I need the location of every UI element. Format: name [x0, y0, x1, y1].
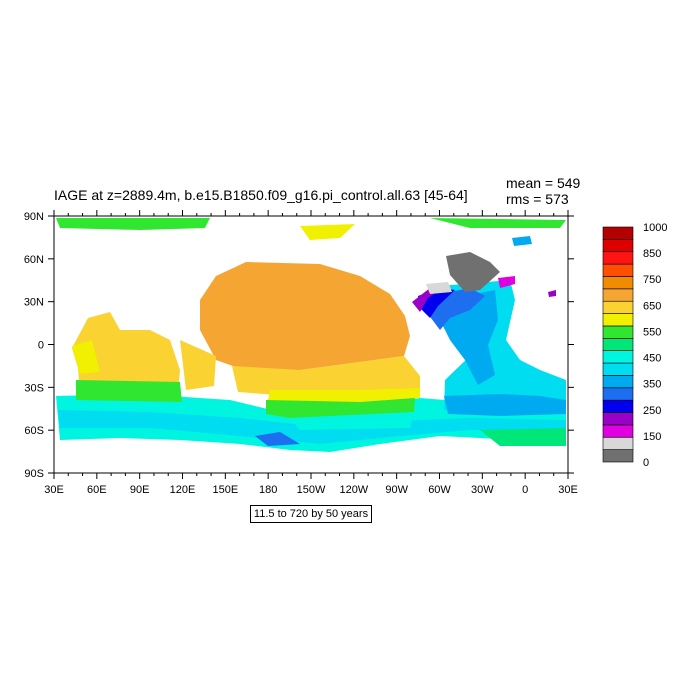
colorbar-label: 850 — [643, 248, 661, 260]
pacific-orange — [200, 262, 410, 372]
labrador-blue — [512, 236, 532, 246]
colorbar-label: 750 — [643, 274, 661, 286]
lon-tick-label: 0 — [522, 484, 528, 496]
west-pacific-yellow — [180, 340, 216, 390]
lon-tick-label: 120W — [339, 484, 368, 496]
lon-tick-label: 120E — [170, 484, 196, 496]
lat-tick-label: 0 — [38, 340, 44, 352]
colorbar-box — [602, 375, 634, 389]
lon-tick-label: 180 — [259, 484, 277, 496]
longitude-axis: 30E 60E 90E 120E 150E 180 150W 120W 90W 60W 30W 0 30… — [44, 210, 578, 496]
med-magenta — [548, 290, 556, 297]
colorbar-label: 550 — [643, 326, 661, 338]
pacific-light-orange — [232, 356, 420, 396]
colorbar-label: 0 — [643, 457, 649, 469]
lon-tick-label: 90W — [385, 484, 408, 496]
colorbar-box — [602, 300, 634, 314]
colorbar-box — [602, 399, 634, 413]
arctic-green-east — [430, 218, 566, 228]
lon-tick-label: 30W — [471, 484, 494, 496]
atlantic-purple — [412, 286, 445, 312]
colorbar-box — [602, 362, 634, 376]
colorbar-box — [602, 226, 634, 240]
rms-stat: rms = 573 — [506, 191, 569, 207]
colorbar-box — [602, 251, 634, 265]
colorbar-label: 150 — [643, 431, 661, 443]
lat-tick-label: 90S — [24, 468, 44, 480]
colorbar-label: 450 — [643, 353, 661, 365]
south-atlantic-light-blue — [444, 394, 566, 416]
pacific-yellow — [268, 388, 420, 404]
atlantic-magenta — [498, 276, 515, 288]
lon-tick-label: 30E — [558, 484, 578, 496]
colorbar-box — [602, 350, 634, 364]
colorbar-box — [602, 338, 634, 351]
chart-title: IAGE at z=2889.4m, b.e15.B1850.f09_g16.p… — [54, 187, 468, 203]
colorbar-box — [602, 288, 634, 302]
arctic-green-band — [56, 218, 210, 230]
ocean-field — [56, 218, 566, 452]
colorbar-box — [602, 276, 634, 290]
indian-ocean-yellow — [72, 340, 100, 374]
lat-tick-label: 60N — [24, 254, 44, 266]
colorbar-box — [602, 387, 634, 401]
colorbar-label: 1000 — [643, 222, 667, 234]
lon-tick-label: 60E — [87, 484, 107, 496]
nordic-gray — [446, 252, 500, 292]
pacific-south-cyan — [290, 412, 414, 430]
colorbar-box — [602, 263, 634, 277]
colorbar-box — [602, 325, 634, 339]
latitude-axis: 90N 60N 30N 0 30S 60S 90S — [24, 211, 574, 480]
lat-tick-label: 60S — [24, 425, 44, 437]
pacific-green — [266, 398, 415, 418]
nordic-light-gray — [426, 282, 452, 294]
colorbar-box — [602, 239, 634, 253]
southern-ocean-blue-patch — [255, 432, 300, 446]
lon-tick-label: 150E — [212, 484, 238, 496]
contour-interval-note: 11.5 to 720 by 50 years — [250, 505, 372, 523]
southern-ocean-green-atl — [480, 428, 566, 446]
arctic-yellow — [300, 224, 355, 240]
colorbar-box — [602, 412, 634, 426]
lon-tick-label: 30E — [44, 484, 64, 496]
colorbar-box — [602, 313, 634, 327]
lat-tick-label: 90N — [24, 211, 44, 223]
mean-stat: mean = 549 — [506, 175, 581, 191]
colorbar: 1000 850 750 650 550 450 350 250 150 0 — [602, 222, 667, 469]
colorbar-box — [602, 424, 634, 438]
indian-ocean-green — [76, 380, 182, 402]
colorbar-label: 350 — [643, 379, 661, 391]
lon-tick-label: 150W — [297, 484, 326, 496]
lon-tick-label: 60W — [428, 484, 451, 496]
colorbar-label: 650 — [643, 300, 661, 312]
colorbar-box — [602, 449, 634, 463]
lat-tick-label: 30S — [24, 382, 44, 394]
lon-tick-label: 90E — [130, 484, 150, 496]
colorbar-box — [602, 436, 634, 450]
lat-tick-label: 30N — [24, 297, 44, 309]
colorbar-label: 250 — [643, 405, 661, 417]
